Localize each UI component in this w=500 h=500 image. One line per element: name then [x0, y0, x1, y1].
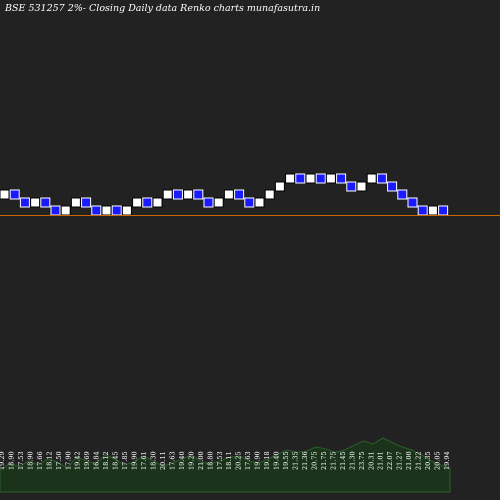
- brick-price-label: 18.12: [102, 451, 110, 470]
- renko-brick-up: [223, 189, 234, 200]
- renko-brick-up: [427, 205, 438, 216]
- renko-brick-down: [244, 197, 255, 208]
- brick-price-label: 19.94: [443, 451, 451, 470]
- renko-brick-down: [111, 205, 122, 216]
- renko-brick-down: [193, 189, 204, 200]
- volume-area: [0, 437, 451, 493]
- brick-price-label: 17.66: [36, 451, 44, 470]
- brick-price-label: 20.31: [367, 451, 375, 470]
- renko-brick-down: [417, 205, 428, 216]
- renko-brick-up: [132, 197, 143, 208]
- renko-brick-down: [295, 173, 306, 184]
- brick-price-label: 17.90: [64, 451, 72, 470]
- chart-title: BSE 531257 2%- Closing Daily data Renko …: [5, 3, 321, 14]
- brick-price-label: 17.63: [244, 451, 252, 470]
- renko-brick-up: [101, 205, 112, 216]
- renko-brick-up: [30, 197, 41, 208]
- brick-price-label: 23.75: [358, 451, 366, 470]
- renko-brick-up: [70, 197, 81, 208]
- brick-price-label: 21.75: [320, 451, 328, 470]
- renko-brick-up: [183, 189, 194, 200]
- renko-brick-down: [336, 173, 347, 184]
- renko-brick-down: [9, 189, 20, 200]
- brick-price-label: 20.11: [159, 451, 167, 470]
- brick-price-label: 21.35: [292, 451, 300, 470]
- renko-brick-down: [376, 173, 387, 184]
- renko-brick-up: [366, 173, 377, 184]
- brick-price-label: 17.53: [216, 451, 224, 470]
- renko-brick-up: [285, 173, 296, 184]
- brick-price-label: 19.55: [282, 451, 290, 470]
- brick-price-label: 17.61: [140, 451, 148, 470]
- brick-price-label: 20.75: [310, 451, 318, 470]
- renko-brick-up: [325, 173, 336, 184]
- brick-price-labels: 19.29 18.90 17.53 18.90 17.66 18.12 17.50 17.90…: [0, 451, 451, 470]
- brick-price-label: 20.25: [235, 451, 243, 470]
- brick-price-label: 19.40: [273, 451, 281, 470]
- brick-price-label: 17.85: [121, 451, 129, 470]
- brick-price-label: 19.90: [131, 451, 139, 470]
- renko-brick-down: [40, 197, 51, 208]
- brick-price-label: 21.36: [301, 451, 309, 470]
- volume-panel: [0, 437, 451, 493]
- brick-price-label: 18.90: [26, 451, 34, 470]
- brick-price-label: 21.01: [377, 451, 385, 470]
- renko-brick-down: [50, 205, 61, 216]
- brick-price-label: 18.12: [45, 451, 53, 470]
- brick-price-label: 19.42: [74, 451, 82, 470]
- brick-price-label: 16.84: [93, 451, 101, 470]
- brick-price-label: 21.30: [348, 451, 356, 470]
- brick-price-label: 18.11: [225, 451, 233, 470]
- renko-brick-down: [203, 197, 214, 208]
- renko-brick-up: [60, 205, 71, 216]
- brick-price-label: 18.90: [8, 451, 16, 470]
- renko-brick-up: [162, 189, 173, 200]
- brick-price-label: 19.90: [254, 451, 262, 470]
- brick-price-label: 20.05: [434, 451, 442, 470]
- renko-brick-down: [438, 205, 449, 216]
- renko-brick-up: [264, 189, 275, 200]
- brick-price-label: 19.18: [263, 451, 271, 470]
- renko-brick-down: [172, 189, 183, 200]
- brick-price-label: 17.50: [55, 451, 63, 470]
- brick-price-label: 21.00: [197, 451, 205, 470]
- brick-price-label: 21.75: [329, 451, 337, 470]
- renko-brick-up: [254, 197, 265, 208]
- renko-brick-up: [121, 205, 132, 216]
- brick-price-label: 19.40: [178, 451, 186, 470]
- renko-bricks: [0, 173, 449, 216]
- brick-price-label: 19.69: [83, 451, 91, 470]
- renko-brick-down: [142, 197, 153, 208]
- renko-brick-up: [213, 197, 224, 208]
- renko-brick-down: [234, 189, 245, 200]
- brick-price-label: 21.22: [415, 451, 423, 470]
- renko-brick-down: [387, 181, 398, 192]
- renko-brick-down: [19, 197, 30, 208]
- brick-price-label: 19.20: [187, 451, 195, 470]
- renko-brick-down: [91, 205, 102, 216]
- brick-price-label: 20.35: [424, 451, 432, 470]
- brick-price-label: 18.45: [112, 451, 120, 470]
- renko-brick-down: [81, 197, 92, 208]
- brick-price-label: 21.45: [339, 451, 347, 470]
- renko-brick-up: [0, 189, 10, 200]
- renko-brick-down: [397, 189, 408, 200]
- renko-brick-up: [356, 181, 367, 192]
- brick-price-label: 19.29: [0, 451, 6, 470]
- renko-brick-up: [274, 181, 285, 192]
- renko-brick-up: [152, 197, 163, 208]
- brick-price-label: 18.80: [206, 451, 214, 470]
- renko-brick-down: [315, 173, 326, 184]
- brick-price-label: 21.27: [396, 451, 404, 470]
- brick-price-label: 18.30: [150, 451, 158, 470]
- renko-brick-down: [407, 197, 418, 208]
- brick-price-label: 17.63: [168, 451, 176, 470]
- renko-brick-up: [305, 173, 316, 184]
- brick-price-label: 21.00: [405, 451, 413, 470]
- renko-brick-down: [346, 181, 357, 192]
- brick-price-label: 17.53: [17, 451, 25, 470]
- brick-price-label: 22.07: [386, 451, 394, 470]
